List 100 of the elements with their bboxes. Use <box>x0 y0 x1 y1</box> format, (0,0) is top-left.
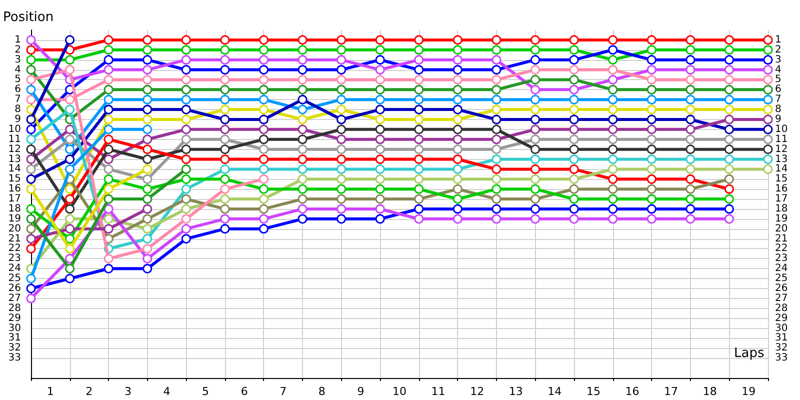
point <box>492 114 502 124</box>
point <box>181 114 191 124</box>
point <box>181 104 191 114</box>
point <box>181 65 191 75</box>
point <box>646 94 656 104</box>
point <box>104 174 114 184</box>
point <box>530 55 540 65</box>
point <box>258 184 268 194</box>
point <box>142 224 152 234</box>
point <box>414 55 424 65</box>
point <box>298 214 308 224</box>
point <box>142 154 152 164</box>
point <box>181 45 191 55</box>
point <box>298 174 308 184</box>
y2-tick-label: 14 <box>775 164 788 175</box>
y2-tick-label: 28 <box>775 302 788 314</box>
point <box>569 174 579 184</box>
point <box>142 134 152 144</box>
point <box>452 104 462 114</box>
point <box>569 194 579 204</box>
point <box>569 84 579 94</box>
point <box>492 194 502 204</box>
point <box>763 94 773 104</box>
point <box>142 244 152 254</box>
y-tick-label: 24 <box>8 263 21 274</box>
point <box>142 55 152 65</box>
point <box>104 74 114 84</box>
point <box>65 204 75 214</box>
point <box>375 65 385 75</box>
point <box>65 134 75 144</box>
point <box>414 214 424 224</box>
point <box>336 94 346 104</box>
point <box>336 35 346 45</box>
point <box>336 104 346 114</box>
point <box>181 154 191 164</box>
x-tick-label: 13 <box>508 385 523 398</box>
point <box>220 55 230 65</box>
point <box>26 274 36 284</box>
point <box>492 154 502 164</box>
x-tick-label: 5 <box>202 385 210 398</box>
y-tick-label: 28 <box>8 302 21 314</box>
point <box>646 154 656 164</box>
point <box>569 45 579 55</box>
point <box>220 35 230 45</box>
point <box>452 184 462 194</box>
point <box>646 74 656 84</box>
point <box>414 194 424 204</box>
point <box>104 45 114 55</box>
point <box>608 45 618 55</box>
point <box>220 84 230 94</box>
point <box>298 104 308 114</box>
point <box>220 184 230 194</box>
y-tick-label: 6 <box>14 84 21 96</box>
point <box>181 174 191 184</box>
point <box>646 55 656 65</box>
point <box>608 84 618 94</box>
point <box>336 164 346 174</box>
point <box>220 45 230 55</box>
point <box>298 154 308 164</box>
y-tick-label: 1 <box>14 34 21 46</box>
point <box>414 104 424 114</box>
point <box>569 94 579 104</box>
point <box>65 194 75 204</box>
point <box>686 114 696 124</box>
point <box>608 134 618 144</box>
point <box>220 174 230 184</box>
y-tick-label: 3 <box>14 54 21 66</box>
point <box>492 134 502 144</box>
point <box>686 35 696 45</box>
point <box>26 65 36 75</box>
point <box>569 134 579 144</box>
x-tick-label: 12 <box>470 385 484 398</box>
point <box>414 154 424 164</box>
point <box>608 114 618 124</box>
point <box>686 94 696 104</box>
point <box>375 134 385 144</box>
point <box>530 174 540 184</box>
point <box>724 74 734 84</box>
point <box>492 204 502 214</box>
point <box>646 65 656 75</box>
point <box>763 84 773 94</box>
point <box>608 104 618 114</box>
point <box>375 114 385 124</box>
point <box>375 194 385 204</box>
point <box>569 35 579 45</box>
point <box>181 124 191 134</box>
y-tick-label: 20 <box>8 223 21 234</box>
y2-tick-label: 33 <box>775 352 788 364</box>
point <box>26 55 36 65</box>
point <box>608 55 618 65</box>
point <box>26 204 36 214</box>
x-tick-label: 10 <box>392 385 406 398</box>
point <box>646 204 656 214</box>
point <box>608 194 618 204</box>
y2-tick-label: 7 <box>775 94 782 106</box>
x-tick-label: 17 <box>664 385 678 398</box>
point <box>65 264 75 274</box>
point <box>530 184 540 194</box>
point <box>104 184 114 194</box>
point <box>375 214 385 224</box>
